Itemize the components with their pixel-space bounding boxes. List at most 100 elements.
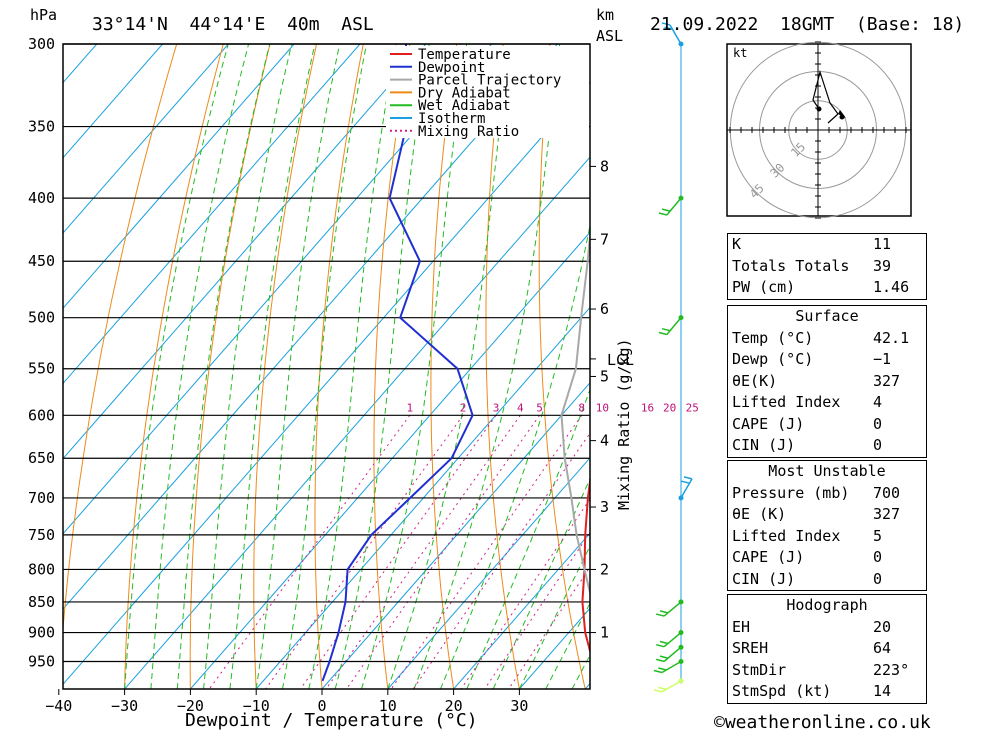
temperature-tick-label: 10 (379, 697, 397, 715)
legend-entry: Temperature (418, 47, 511, 63)
wind-barb (658, 195, 684, 216)
wet-adiabat-line (229, 44, 316, 689)
km-tick-label: 7 (600, 230, 609, 248)
isotherm-line (124, 156, 590, 689)
totals-label: Totals Totals (732, 256, 850, 275)
pressure-tick-label: 800 (28, 560, 55, 578)
totals-value: 39 (873, 256, 892, 275)
pw-label: PW (cm) (732, 278, 796, 296)
temperature-tick-label: 20 (445, 697, 463, 715)
wind-barb (655, 599, 684, 617)
pressure-tick-label: 600 (28, 406, 55, 424)
series-dewpoint (321, 44, 474, 682)
isotherm-line (255, 306, 590, 689)
mixing-ratio-label: 10 (596, 401, 609, 414)
asl-label: ASL (596, 27, 623, 45)
dry-adiabat-line (253, 44, 318, 689)
mu-li-value: 5 (873, 526, 883, 545)
wet-adiabat-line (124, 44, 229, 689)
surface-cin-label: CIN (J) (732, 436, 796, 454)
pressure-tick-label: 900 (28, 624, 55, 642)
legend-entry: Wet Adiabat (418, 98, 511, 114)
wind-barb (661, 22, 684, 47)
eh-value: 20 (873, 617, 892, 636)
mixing-ratio-label: 3 (493, 401, 500, 414)
dry-adiabat-line (189, 44, 271, 689)
mixing-ratio-line (390, 415, 583, 689)
k-index-value: 11 (873, 235, 892, 253)
isotherm-line (387, 457, 590, 689)
copyright: ©weatheronline.co.uk (714, 712, 931, 733)
axes: 3003504004505005506006507007508008509009… (28, 35, 699, 715)
wind-barb (653, 678, 684, 693)
surface-temp-value: 42.1 (873, 328, 910, 347)
legend-entry: Mixing Ratio (418, 124, 519, 140)
dry-adiabat-line (538, 44, 586, 689)
stmdir-label: StmDir (732, 660, 787, 679)
hodograph-point (816, 106, 822, 112)
hodograph-unit-label: kt (733, 46, 747, 60)
pressure-tick-label: 700 (28, 489, 55, 507)
mixing-ratio-line (208, 415, 411, 689)
surface-table: Surface Temp (°C) 42.1 Dewp (°C) −1 θE(K) 3… (727, 305, 927, 458)
series-temperature (581, 473, 590, 655)
stmdir-value: 223° (873, 660, 910, 679)
mixing-ratio-line (508, 566, 590, 689)
temperature-tick-label: −10 (243, 697, 270, 715)
mixing-ratio-label: 4 (517, 401, 524, 414)
isotherm-line (63, 44, 295, 309)
mu-cin-value: 0 (873, 569, 883, 588)
hodograph-storm-vector (827, 113, 839, 124)
mu-cape-value: 0 (873, 548, 883, 566)
series-parcel-trajectory (560, 225, 590, 597)
pressure-tick-label: 500 (28, 309, 55, 327)
km-tick-label: 5 (600, 367, 609, 385)
sreh-label: SREH (732, 639, 769, 657)
dry-adiabat-line (314, 44, 364, 689)
mixing-ratio-line (346, 415, 541, 689)
isotherm-line (63, 44, 361, 385)
km-tick-label: 4 (600, 432, 609, 450)
mixing-ratio-label: 1 (406, 401, 413, 414)
plot-frame (62, 43, 591, 690)
pressure-tick-label: 850 (28, 593, 55, 611)
mixing-ratio-axis-title: Mixing Ratio (g/kg) (615, 338, 633, 510)
mu-pressure-label: Pressure (mb) (732, 483, 850, 502)
hodograph-trace (812, 69, 839, 115)
mu-pressure-value: 700 (873, 483, 901, 502)
temperature-tick-label: 30 (510, 697, 528, 715)
dry-adiabat-line (124, 44, 224, 689)
mu-theta-value: 327 (873, 505, 901, 523)
most-unstable-table: Most Unstable Pressure (mb) 700 θE (K) 327… (727, 460, 927, 591)
mixing-ratio-label: 25 (686, 401, 699, 414)
isotherm-line (453, 532, 590, 689)
legend-entry: Isotherm (418, 111, 485, 127)
wet-adiabat-line (255, 44, 341, 689)
km-tick-label: 1 (600, 624, 609, 642)
legend-entry: Dry Adiabat (418, 85, 511, 101)
dry-adiabat-line (485, 44, 520, 689)
temperature-tick-label: −40 (45, 697, 72, 715)
hodograph-table: Hodograph EH 20 SREH 64 StmDir 223° StmSpd … (727, 594, 927, 704)
surface-dewp-value: −1 (873, 350, 892, 368)
legend-entry: Dewpoint (418, 60, 485, 76)
mixing-ratio-line (299, 415, 497, 689)
mixing-ratio-line (265, 415, 464, 689)
mu-theta-label: θE (K) (732, 505, 787, 523)
mixing-ratio-label: 8 (578, 401, 585, 414)
surface-li-value: 4 (873, 393, 883, 411)
wet-adiabat-line (466, 388, 590, 689)
isotherm-line (0, 44, 31, 689)
wind-barb (658, 315, 684, 336)
wet-adiabat-line (518, 544, 590, 689)
isotherm-line (63, 44, 492, 535)
pressure-tick-label: 950 (28, 653, 55, 671)
lcl-label: LCL (607, 351, 634, 369)
temperature-tick-label: −30 (111, 697, 138, 715)
temperature-tick-label: 0 (317, 697, 326, 715)
isotherm-line (63, 44, 558, 610)
wet-adiabat-line (492, 477, 590, 689)
